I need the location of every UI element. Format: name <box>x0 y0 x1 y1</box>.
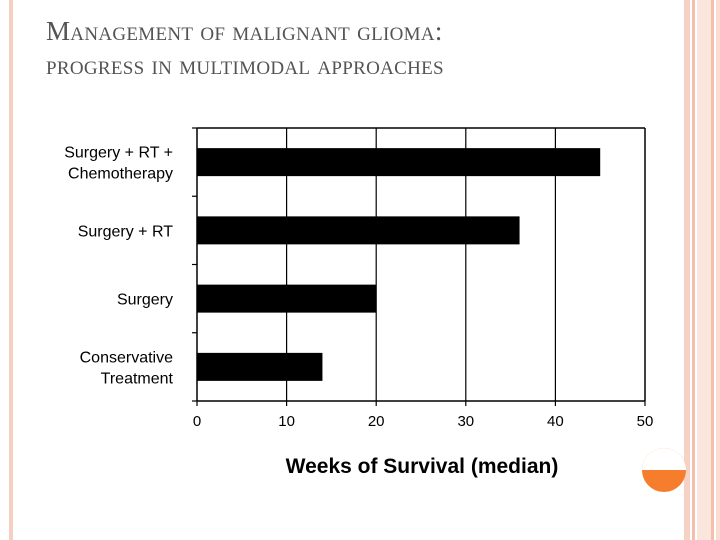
y-category-label-line: Conservative <box>80 349 173 366</box>
x-tick-label: 20 <box>368 413 385 430</box>
x-tick-label: 30 <box>457 413 474 430</box>
slide-title-line-1: Management of malignant glioma: <box>46 16 443 46</box>
bar-4 <box>197 352 323 381</box>
right-decorative-stripe <box>684 0 690 540</box>
slide-title-line-2: progress in multimodal approaches <box>46 50 444 80</box>
y-category-label-line: Surgery + RT + <box>64 145 173 162</box>
x-tick-label: 50 <box>637 413 654 430</box>
x-axis-title: Weeks of Survival (median) <box>286 455 559 478</box>
x-tick-label: 10 <box>278 413 295 430</box>
bar-3 <box>197 284 377 313</box>
y-category-label-line: Surgery <box>117 292 173 309</box>
x-tick-label: 0 <box>193 413 201 430</box>
bar-1 <box>197 148 601 177</box>
right-decorative-stripe <box>692 0 695 540</box>
y-category-label: Surgery + RT + Chemotherapy <box>64 145 173 183</box>
left-decorative-stripe <box>9 0 13 540</box>
y-category-label-line: Treatment <box>101 370 174 387</box>
right-decorative-stripe <box>716 0 720 540</box>
y-category-label-line: Surgery + RT <box>78 223 174 240</box>
orange-half-circle-decoration <box>642 448 686 492</box>
slide-title: Management of malignant glioma: progress… <box>46 14 666 82</box>
bar-2 <box>197 216 520 245</box>
x-tick-label: 40 <box>547 413 564 430</box>
right-decorative-stripe <box>697 0 711 540</box>
y-category-label: Conservative Treatment <box>80 349 174 387</box>
y-category-label-line: Chemotherapy <box>68 166 173 183</box>
y-category-label: Surgery + RT <box>78 223 174 240</box>
right-decorative-stripe <box>711 0 714 540</box>
y-category-label: Surgery <box>117 292 173 309</box>
bar-layer <box>197 148 601 381</box>
